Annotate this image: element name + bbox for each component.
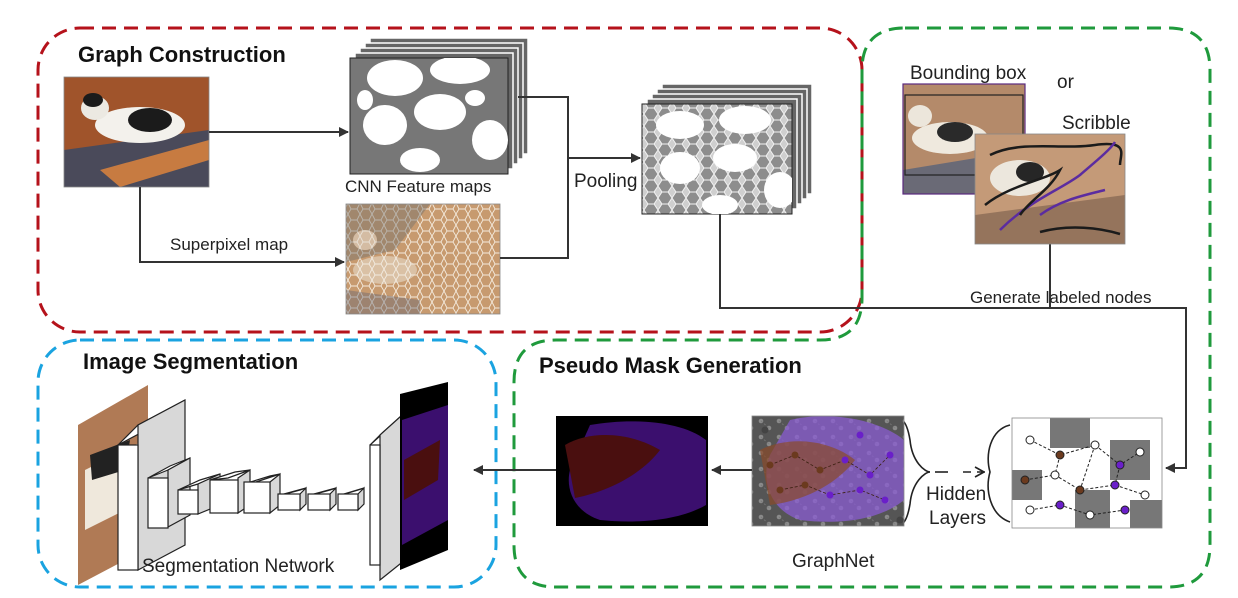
cnn-feature-maps-stack xyxy=(349,37,529,175)
layers-label: Layers xyxy=(929,508,986,529)
graphnet-label: GraphNet xyxy=(792,551,875,572)
labeled-nodes-graph xyxy=(1012,418,1162,528)
scribble-label: Scribble xyxy=(1062,113,1131,134)
pseudo-mask-generation-border xyxy=(512,26,1212,589)
superpixel-map-label: Superpixel map xyxy=(170,235,288,254)
hidden-label: Hidden xyxy=(926,484,986,505)
pooled-feature-stack xyxy=(641,83,813,215)
pseudo-mask-generation-title: Pseudo Mask Generation xyxy=(539,353,802,378)
segmentation-network xyxy=(117,388,431,582)
pseudo-mask-image xyxy=(556,416,708,526)
or-label: or xyxy=(1057,72,1075,93)
hidden-layers-connector xyxy=(901,419,1011,525)
image-segmentation-border xyxy=(36,338,498,589)
cnn-feature-maps-label: CNN Feature maps xyxy=(345,177,491,196)
generate-labeled-nodes-label: Generate labeled nodes xyxy=(970,288,1151,307)
scribble-image xyxy=(975,134,1125,244)
bounding-box-label: Bounding box xyxy=(910,63,1027,84)
segmentation-output-mask xyxy=(400,382,448,570)
segmentation-network-label: Segmentation Network xyxy=(142,556,335,577)
graph-construction-arrows xyxy=(139,96,1187,473)
image-segmentation-title: Image Segmentation xyxy=(83,349,298,374)
pooling-label: Pooling xyxy=(574,171,637,192)
graphnet-output-image xyxy=(752,416,904,526)
superpixel-map-image xyxy=(346,204,500,314)
graph-construction-title: Graph Construction xyxy=(78,42,286,67)
input-cat-image xyxy=(64,77,209,187)
